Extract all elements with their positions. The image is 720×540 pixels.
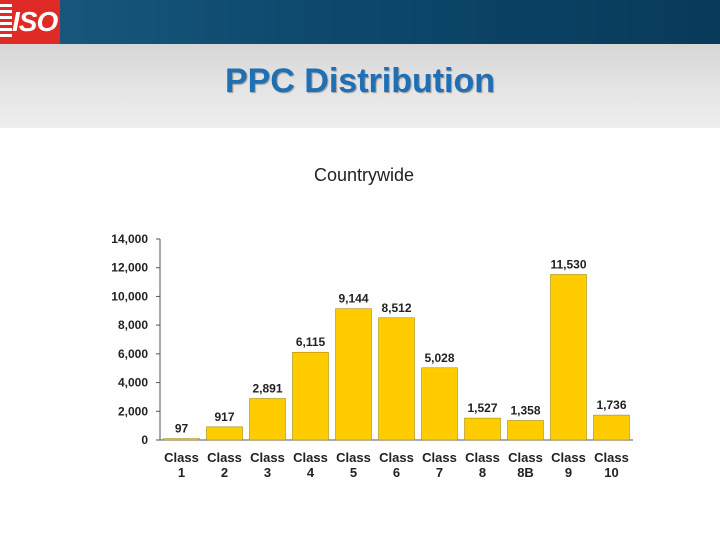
- bar: [378, 317, 415, 441]
- x-tick-label: Class: [508, 450, 543, 465]
- bar: [464, 417, 501, 441]
- x-tick-label: 3: [264, 465, 271, 480]
- x-tick-label: Class: [594, 450, 629, 465]
- bar: [163, 438, 200, 441]
- x-tick-label: Class: [250, 450, 285, 465]
- data-label: 5,028: [424, 351, 454, 365]
- data-label: 1,358: [510, 404, 540, 418]
- x-tick-label: Class: [164, 450, 199, 465]
- x-tick-label: 7: [436, 465, 443, 480]
- y-tick-label: 2,000: [118, 404, 148, 418]
- logo-text: ISO: [12, 6, 58, 37]
- x-tick-label: 6: [393, 465, 400, 480]
- x-tick-label: 2: [221, 465, 228, 480]
- data-label: 9,144: [338, 292, 368, 306]
- y-tick-label: 4,000: [118, 376, 148, 390]
- y-tick-label: 6,000: [118, 347, 148, 361]
- data-label: 1,527: [467, 401, 497, 415]
- title-band: [0, 44, 720, 128]
- x-tick-label: 4: [307, 465, 315, 480]
- data-label: 1,736: [596, 398, 626, 412]
- slide-title: PPC Distribution: [224, 62, 496, 100]
- x-tick-label: 8B: [517, 465, 534, 480]
- y-tick-label: 8,000: [118, 318, 148, 332]
- bar: [507, 420, 544, 441]
- bar: [335, 308, 372, 441]
- bar-chart: Countrywide02,0004,0006,0008,00010,00012…: [111, 165, 633, 480]
- bar: [249, 398, 286, 441]
- data-label: 2,891: [252, 381, 282, 395]
- x-tick-label: 10: [604, 465, 618, 480]
- y-tick-label: 12,000: [111, 261, 148, 275]
- x-tick-label: 8: [479, 465, 486, 480]
- header-bar: [0, 0, 720, 44]
- bar: [206, 426, 243, 441]
- y-tick-label: 0: [141, 433, 148, 447]
- x-tick-label: Class: [336, 450, 371, 465]
- x-tick-label: Class: [293, 450, 328, 465]
- chart-title: Countrywide: [314, 165, 414, 185]
- logo-stripes: [0, 4, 12, 40]
- bar: [421, 367, 458, 441]
- x-tick-label: Class: [207, 450, 242, 465]
- y-tick-label: 14,000: [111, 232, 148, 246]
- x-tick-label: 5: [350, 465, 357, 480]
- y-tick-label: 10,000: [111, 289, 148, 303]
- data-label: 6,115: [296, 335, 326, 349]
- x-tick-label: 9: [565, 465, 572, 480]
- x-tick-label: Class: [465, 450, 500, 465]
- bar: [550, 274, 587, 441]
- x-tick-label: Class: [422, 450, 457, 465]
- x-tick-label: 1: [178, 465, 185, 480]
- data-label: 8,512: [381, 301, 411, 315]
- x-tick-label: Class: [551, 450, 586, 465]
- data-label: 917: [214, 410, 234, 424]
- x-tick-label: Class: [379, 450, 414, 465]
- bar: [593, 414, 630, 441]
- bar: [292, 351, 329, 441]
- iso-logo: ISO: [0, 0, 60, 44]
- data-label: 11,530: [550, 257, 586, 271]
- data-label: 97: [175, 422, 189, 436]
